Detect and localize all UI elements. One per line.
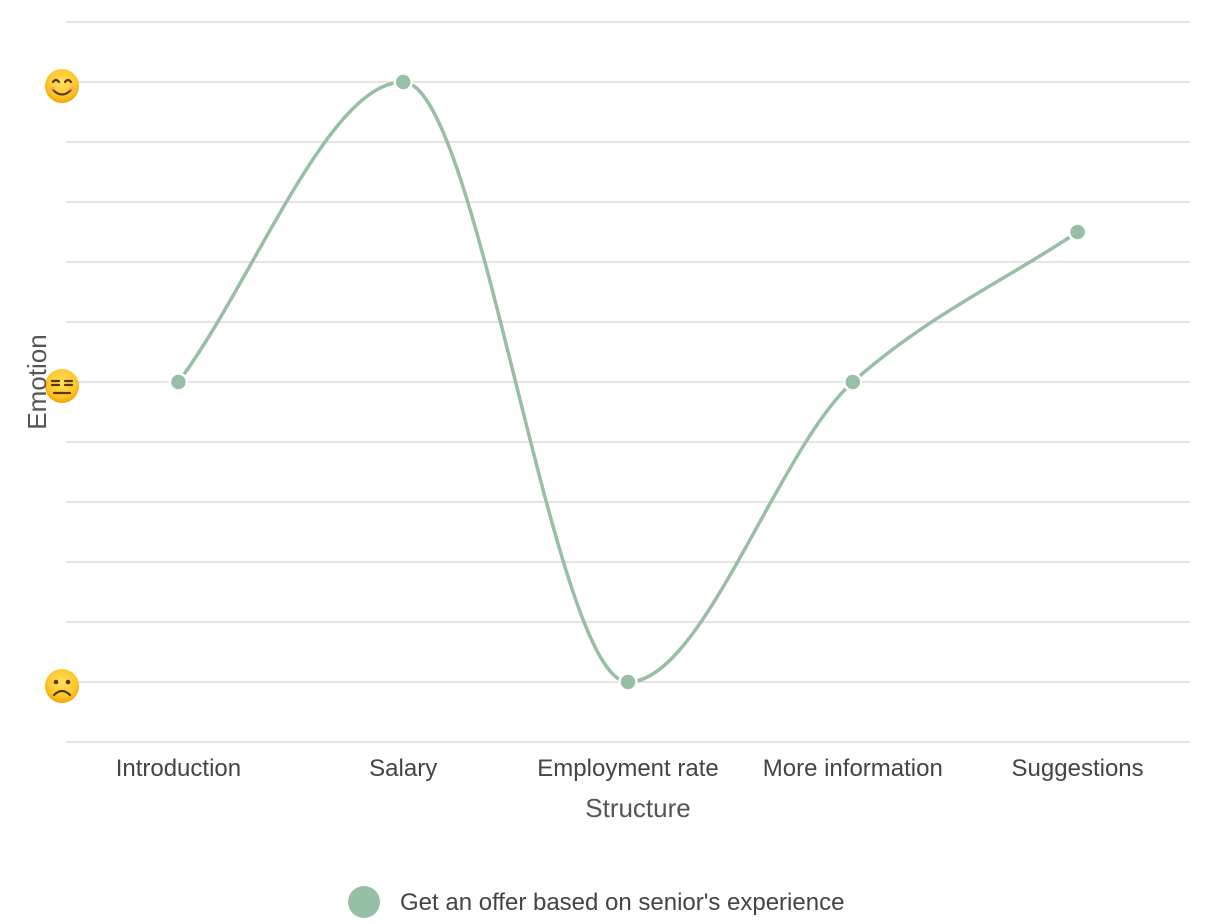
smiling-face-icon — [43, 67, 81, 105]
x-tick-label: More information — [763, 755, 943, 782]
series-points — [168, 72, 1088, 692]
data-point[interactable] — [393, 72, 413, 92]
data-point[interactable] — [1067, 222, 1088, 242]
data-point[interactable] — [618, 672, 638, 692]
series-line — [176, 80, 1080, 684]
x-tick-label: Employment rate — [537, 755, 718, 782]
x-tick-label: Suggestions — [1012, 755, 1144, 782]
frowning-face-icon — [43, 667, 81, 705]
x-axis-title: Structure — [585, 793, 691, 823]
legend-label: Get an offer based on senior's experienc… — [400, 889, 844, 916]
legend-marker — [348, 886, 380, 918]
x-axis-tick-labels: Introduction Salary Employment rate More in… — [116, 755, 1144, 782]
series-lines — [176, 80, 1080, 684]
legend: Get an offer based on senior's experienc… — [348, 886, 844, 918]
grid-lines — [66, 21, 1190, 743]
x-tick-label: Salary — [369, 755, 437, 782]
data-point[interactable] — [843, 372, 863, 392]
y-axis-title: Emotion — [22, 334, 52, 429]
x-tick-label: Introduction — [116, 755, 241, 782]
data-point[interactable] — [168, 372, 189, 392]
